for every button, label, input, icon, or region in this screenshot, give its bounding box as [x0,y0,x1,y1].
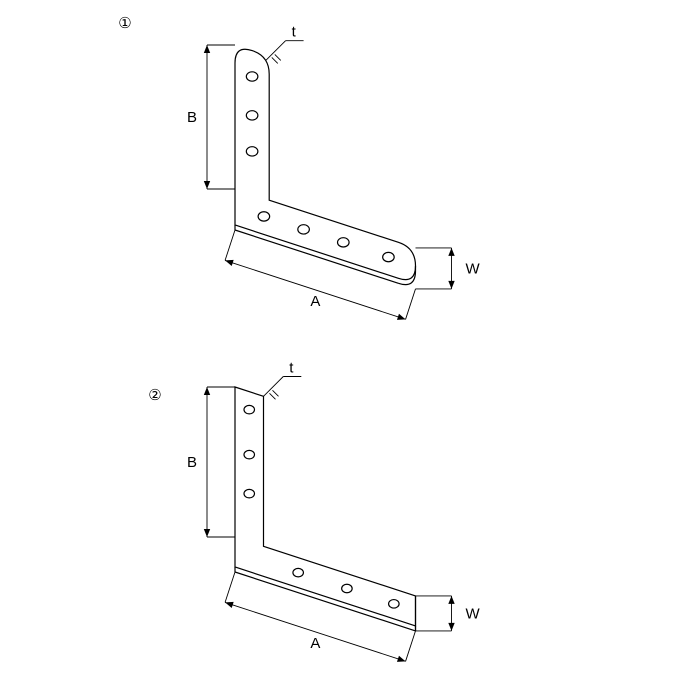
hole [298,225,310,234]
svg-text:A: A [310,293,320,310]
variant-badge: ② [148,387,161,404]
hole [244,489,255,498]
hole [244,450,255,459]
hole [246,72,258,81]
svg-text:W: W [466,605,481,622]
technical-drawing: B A Wt ① B A Wt ② [0,0,691,691]
hole [389,600,400,609]
hole [246,147,258,156]
hole [246,111,258,120]
hole [383,252,395,261]
svg-text:A: A [310,635,320,652]
hole [342,584,353,593]
svg-text:t: t [289,360,294,377]
hole [244,405,255,414]
hole [293,568,304,577]
hole [338,238,350,247]
hole [258,212,270,221]
svg-text:B: B [187,109,197,126]
svg-text:B: B [187,454,197,471]
variant-badge: ① [118,15,131,32]
bracket-top-face [235,387,416,626]
svg-text:W: W [466,260,481,277]
svg-text:t: t [292,24,297,41]
bracket-top-face [235,49,416,279]
